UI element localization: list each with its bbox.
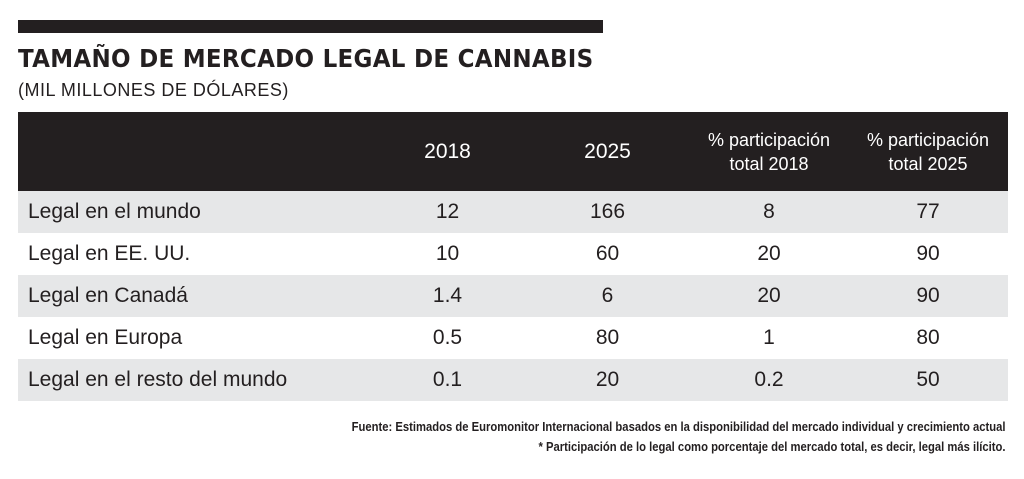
cell-share-2018: 20: [757, 242, 781, 265]
header-cell-2025: 2025: [584, 139, 631, 163]
table-header: 2018 2025 % participación total 2018 % p…: [18, 112, 1008, 191]
cell-value-2018: 0.5: [432, 326, 463, 349]
table-row: Legal en Canadá 1.4 6 20 90: [18, 275, 1008, 317]
header-cell-share-2018: % participación total 2018: [690, 112, 848, 191]
chart-title: TAMAÑO DE MERCADO LEGAL DE CANNABIS: [18, 44, 594, 73]
table-body: Legal en el mundo 12 166 8 77 Legal en EE. UU…: [18, 191, 1008, 401]
cell-value-2018: 0.1: [432, 368, 463, 391]
table-row: Legal en el mundo 12 166 8 77: [18, 191, 1008, 233]
table-row: Legal en el resto del mundo 0.1 20 0.2 50: [18, 359, 1008, 401]
notes: Fuente: Estimados de Euromonitor Interna…: [279, 417, 1006, 457]
header-row: 2018 2025 % participación total 2018 % p…: [18, 112, 1008, 191]
row-label: Legal en Europa: [28, 326, 183, 349]
row-label: Legal en EE. UU.: [28, 242, 191, 265]
cell-share-2018: 20: [757, 284, 781, 307]
row-label: Legal en Canadá: [28, 284, 188, 307]
cell-share-2018: 1: [763, 326, 775, 349]
cell-share-2025: 80: [916, 326, 940, 349]
cell-value-2018: 12: [435, 200, 460, 223]
cell-share-2025: 90: [916, 242, 940, 265]
top-rule: [18, 20, 603, 33]
header-cell-empty: [18, 112, 370, 191]
cell-share-2025: 90: [916, 284, 940, 307]
header-cell-2018: 2018: [424, 139, 471, 163]
header-share-2018-line1: % participación: [707, 129, 831, 150]
cell-value-2018: 10: [435, 242, 460, 265]
header-share-2025-line2: total 2025: [888, 153, 968, 174]
table-row: Legal en Europa 0.5 80 1 80: [18, 317, 1008, 359]
cell-value-2025: 6: [601, 284, 614, 307]
footnote: * Participación de lo legal como porcent…: [538, 440, 1006, 454]
cell-value-2025: 60: [595, 242, 620, 265]
header-share-2018-line2: total 2018: [729, 153, 809, 174]
header-cell-share-2025: % participación total 2025: [848, 112, 1008, 191]
cell-value-2018: 1.4: [432, 284, 463, 307]
cell-share-2018: 8: [763, 200, 775, 223]
row-label: Legal en el mundo: [28, 200, 201, 223]
cell-share-2025: 50: [916, 368, 940, 391]
cell-share-2025: 77: [916, 200, 940, 223]
table-row: Legal en EE. UU. 10 60 20 90: [18, 233, 1008, 275]
row-label: Legal en el resto del mundo: [28, 368, 288, 391]
market-table: 2018 2025 % participación total 2018 % p…: [18, 112, 1008, 401]
header-share-2025-line1: % participación: [866, 129, 990, 150]
cell-value-2025: 20: [595, 368, 620, 391]
chart-subtitle: (MIL MILLONES DE DÓLARES): [18, 80, 289, 100]
cell-value-2025: 166: [589, 200, 626, 223]
cell-share-2018: 0.2: [754, 368, 784, 391]
source-note: Fuente: Estimados de Euromonitor Interna…: [352, 420, 1006, 434]
cell-value-2025: 80: [595, 326, 620, 349]
